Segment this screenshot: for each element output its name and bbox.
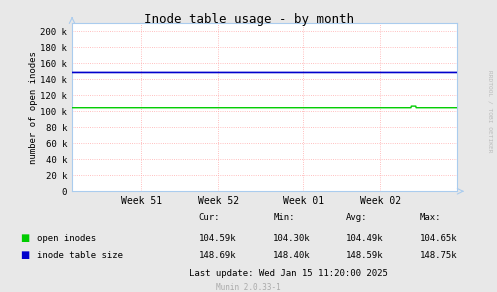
Text: 148.69k: 148.69k [199,251,237,260]
Text: 148.40k: 148.40k [273,251,311,260]
Text: 148.75k: 148.75k [420,251,458,260]
Text: open inodes: open inodes [37,234,96,243]
Text: Max:: Max: [420,213,441,223]
Text: Cur:: Cur: [199,213,220,223]
Text: 104.59k: 104.59k [199,234,237,243]
Text: RRDTOOL / TOBI OETIKER: RRDTOOL / TOBI OETIKER [487,70,492,152]
Text: ■: ■ [20,233,29,243]
Y-axis label: number of open inodes: number of open inodes [28,51,38,164]
Text: 148.59k: 148.59k [345,251,383,260]
Text: Avg:: Avg: [345,213,367,223]
Text: Min:: Min: [273,213,295,223]
Text: Inode table usage - by month: Inode table usage - by month [144,13,353,26]
Text: ■: ■ [20,251,29,260]
Text: 104.49k: 104.49k [345,234,383,243]
Text: inode table size: inode table size [37,251,123,260]
Text: 104.30k: 104.30k [273,234,311,243]
Text: Last update: Wed Jan 15 11:20:00 2025: Last update: Wed Jan 15 11:20:00 2025 [189,269,388,278]
Text: 104.65k: 104.65k [420,234,458,243]
Text: Munin 2.0.33-1: Munin 2.0.33-1 [216,283,281,292]
